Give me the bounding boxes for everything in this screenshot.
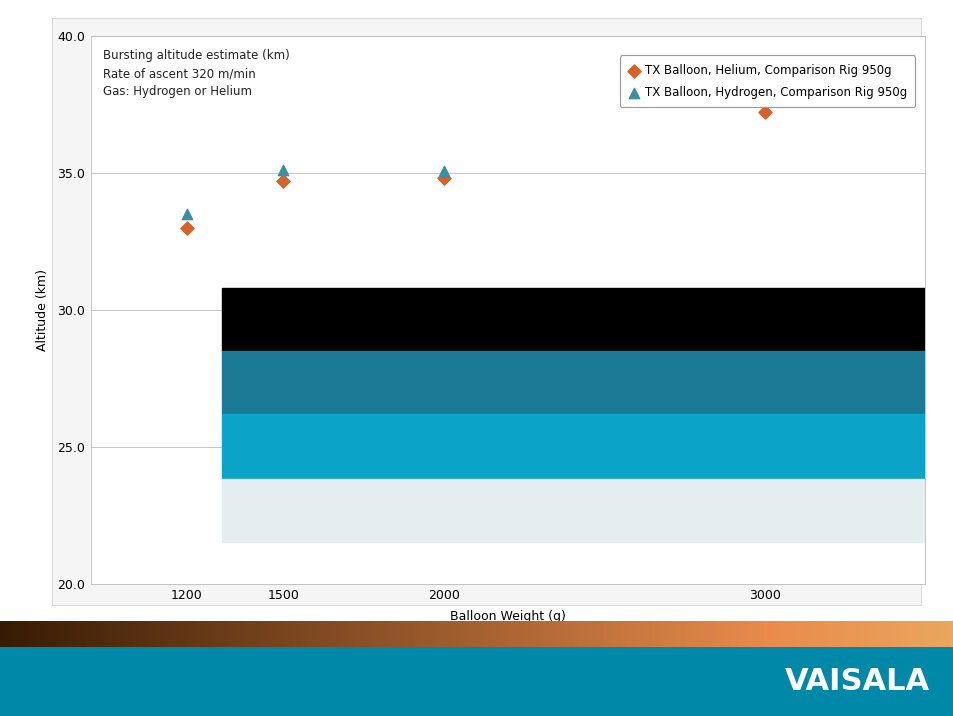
Bar — [222, 351, 924, 414]
TX Balloon, Hydrogen, Comparison Rig 950g — [757, 90, 772, 102]
TX Balloon, Helium, Comparison Rig 950g — [436, 173, 451, 184]
Y-axis label: Altitude (km): Altitude (km) — [36, 268, 49, 351]
TX Balloon, Hydrogen, Comparison Rig 950g — [275, 164, 291, 175]
Bar — [222, 288, 924, 351]
Text: VAISALA: VAISALA — [784, 667, 929, 696]
Bar — [222, 480, 924, 543]
X-axis label: Balloon Weight (g): Balloon Weight (g) — [450, 611, 565, 624]
TX Balloon, Helium, Comparison Rig 950g — [757, 107, 772, 118]
TX Balloon, Hydrogen, Comparison Rig 950g — [436, 165, 451, 177]
TX Balloon, Helium, Comparison Rig 950g — [179, 222, 194, 233]
Text: Bursting altitude estimate (km)
Rate of ascent 320 m/min
Gas: Hydrogen or Helium: Bursting altitude estimate (km) Rate of … — [103, 49, 290, 99]
TX Balloon, Helium, Comparison Rig 950g — [275, 175, 291, 187]
Legend: TX Balloon, Helium, Comparison Rig 950g, TX Balloon, Hydrogen, Comparison Rig 95: TX Balloon, Helium, Comparison Rig 950g,… — [619, 55, 914, 107]
Bar — [222, 414, 924, 480]
TX Balloon, Hydrogen, Comparison Rig 950g — [179, 208, 194, 220]
